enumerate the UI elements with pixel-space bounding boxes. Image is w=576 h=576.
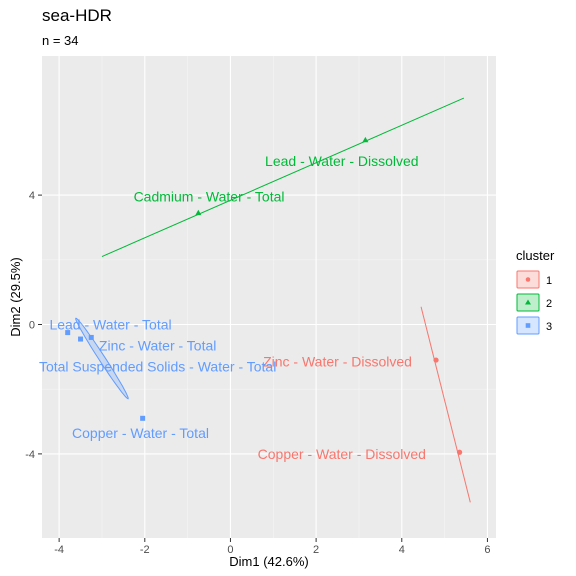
point-label: Total Suspended Solids - Water - Total [39, 359, 276, 375]
legend-point-1 [525, 277, 531, 282]
point-label: Copper - Water - Total [72, 425, 209, 441]
y-axis-label: Dim2 (29.5%) [8, 257, 23, 336]
x-tick-label: 6 [484, 544, 490, 556]
y-tick-label: 0 [29, 319, 35, 331]
data-point [433, 357, 439, 363]
legend-point-3 [525, 323, 531, 328]
chart-title: sea-HDR [42, 6, 112, 25]
plot-panel [42, 56, 496, 538]
legend-label-1: 1 [546, 275, 552, 287]
grid [42, 56, 496, 538]
data-point [456, 449, 463, 455]
x-axis-label: Dim1 (42.6%) [229, 554, 308, 569]
data-point [362, 136, 369, 143]
data-point [88, 334, 94, 340]
data-point [78, 336, 84, 342]
data-point [195, 209, 202, 216]
y-tick-label: -4 [25, 449, 35, 461]
point-label: Cadmium - Water - Total [134, 189, 285, 205]
legend-label-2: 2 [546, 298, 552, 310]
x-tick-label: 0 [227, 544, 233, 556]
legend-point-2 [525, 299, 531, 305]
legend: cluster 1 2 3 [516, 248, 555, 335]
chart-subtitle: n = 34 [42, 33, 79, 48]
x-tick-label: 4 [399, 544, 405, 556]
data-points [65, 136, 463, 455]
legend-label-3: 3 [546, 321, 552, 333]
point-label: Lead - Water - Total [49, 316, 171, 332]
legend-title: cluster [516, 248, 555, 263]
axes: -4 -2 0 2 4 6 -4 0 4 [25, 190, 490, 556]
x-tick-label: 2 [313, 544, 319, 556]
y-tick-label: 4 [29, 190, 35, 202]
point-labels: Zinc - Water - Dissolved Copper - Water -… [39, 153, 426, 462]
point-label: Zinc - Water - Total [99, 338, 216, 354]
x-tick-label: -2 [140, 544, 150, 556]
point-label: Copper - Water - Dissolved [258, 446, 426, 462]
data-point [65, 330, 71, 336]
point-label: Zinc - Water - Dissolved [263, 354, 412, 370]
point-label: Lead - Water - Dissolved [265, 153, 419, 169]
cluster-2-outline [101, 97, 465, 258]
data-point [140, 415, 146, 421]
x-tick-label: -4 [54, 544, 64, 556]
cluster-1-outline [420, 306, 471, 503]
